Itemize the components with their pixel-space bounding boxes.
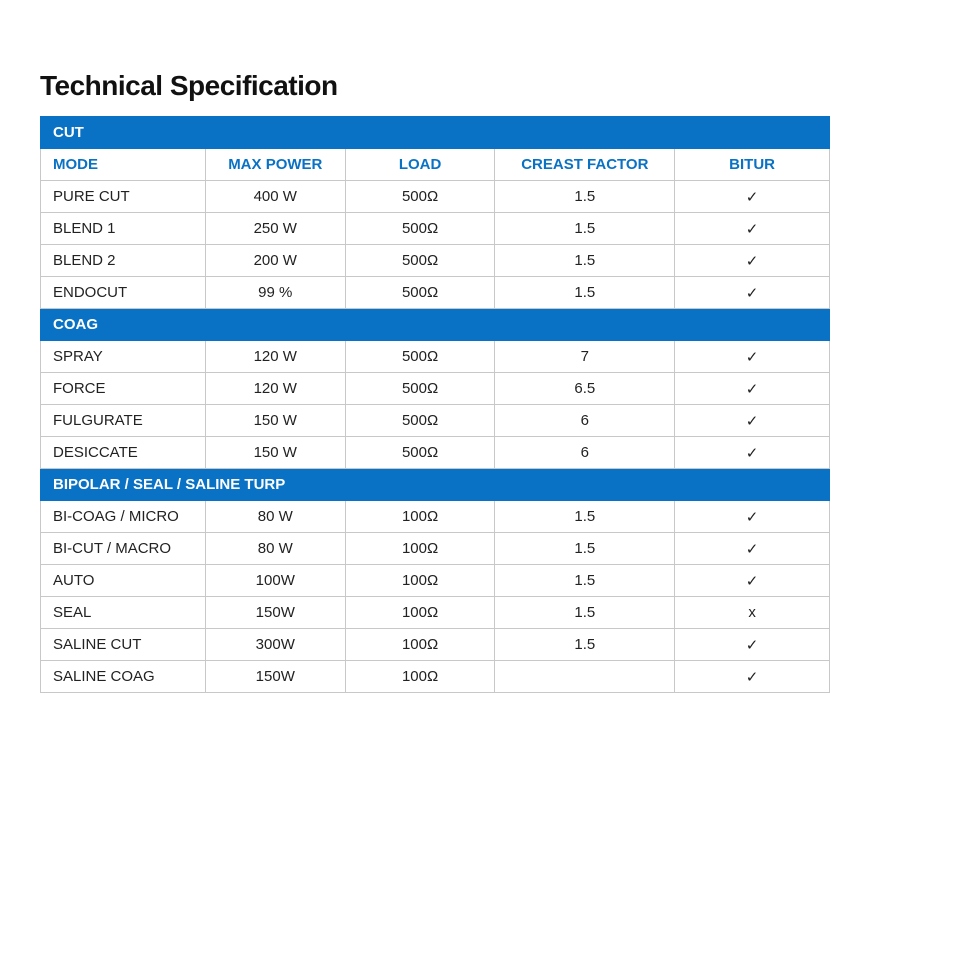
- table-row: FULGURATE150 W500Ω6✓: [41, 405, 830, 437]
- cell-bitur: ✓: [675, 661, 830, 693]
- col-header-creast_factor: CREAST FACTOR: [495, 149, 675, 181]
- cell-load: 500Ω: [345, 437, 495, 469]
- table-row: AUTO100W100Ω1.5✓: [41, 565, 830, 597]
- cell-creast_factor: 1.5: [495, 501, 675, 533]
- cell-creast_factor: 6.5: [495, 373, 675, 405]
- cell-max_power: 120 W: [205, 341, 345, 373]
- cell-load: 100Ω: [345, 565, 495, 597]
- cell-max_power: 100W: [205, 565, 345, 597]
- cell-bitur: ✓: [675, 373, 830, 405]
- cell-mode: BLEND 1: [41, 213, 206, 245]
- spec-table: CUTMODEMAX POWERLOADCREAST FACTORBITURPU…: [40, 116, 830, 693]
- cell-load: 100Ω: [345, 533, 495, 565]
- cell-max_power: 99 %: [205, 277, 345, 309]
- cell-creast_factor: [495, 661, 675, 693]
- cell-bitur: ✓: [675, 501, 830, 533]
- cell-bitur: ✓: [675, 565, 830, 597]
- cell-mode: FORCE: [41, 373, 206, 405]
- cell-bitur: ✓: [675, 533, 830, 565]
- section-header-label: CUT: [41, 117, 830, 149]
- cell-mode: AUTO: [41, 565, 206, 597]
- cell-creast_factor: 1.5: [495, 629, 675, 661]
- cell-load: 500Ω: [345, 245, 495, 277]
- table-row: BI-CUT / MACRO80 W100Ω1.5✓: [41, 533, 830, 565]
- table-row: PURE CUT400 W500Ω1.5✓: [41, 181, 830, 213]
- cell-creast_factor: 1.5: [495, 533, 675, 565]
- section-header: COAG: [41, 309, 830, 341]
- cell-bitur: x: [675, 597, 830, 629]
- cell-load: 500Ω: [345, 341, 495, 373]
- cell-load: 100Ω: [345, 629, 495, 661]
- cell-mode: DESICCATE: [41, 437, 206, 469]
- cell-mode: BLEND 2: [41, 245, 206, 277]
- cell-load: 500Ω: [345, 213, 495, 245]
- cell-creast_factor: 1.5: [495, 213, 675, 245]
- table-row: SALINE CUT300W100Ω1.5✓: [41, 629, 830, 661]
- table-row: FORCE120 W500Ω6.5✓: [41, 373, 830, 405]
- table-row: SPRAY120 W500Ω7✓: [41, 341, 830, 373]
- cell-load: 500Ω: [345, 373, 495, 405]
- cell-max_power: 150W: [205, 661, 345, 693]
- section-header: CUT: [41, 117, 830, 149]
- cell-mode: ENDOCUT: [41, 277, 206, 309]
- cell-creast_factor: 6: [495, 437, 675, 469]
- cell-bitur: ✓: [675, 181, 830, 213]
- cell-max_power: 400 W: [205, 181, 345, 213]
- cell-creast_factor: 1.5: [495, 245, 675, 277]
- cell-max_power: 80 W: [205, 501, 345, 533]
- cell-mode: BI-COAG / MICRO: [41, 501, 206, 533]
- cell-mode: PURE CUT: [41, 181, 206, 213]
- cell-mode: SPRAY: [41, 341, 206, 373]
- table-row: BLEND 2200 W500Ω1.5✓: [41, 245, 830, 277]
- table-row: BLEND 1250 W500Ω1.5✓: [41, 213, 830, 245]
- cell-creast_factor: 6: [495, 405, 675, 437]
- cell-max_power: 250 W: [205, 213, 345, 245]
- table-row: BI-COAG / MICRO80 W100Ω1.5✓: [41, 501, 830, 533]
- column-headers: MODEMAX POWERLOADCREAST FACTORBITUR: [41, 149, 830, 181]
- cell-mode: SALINE CUT: [41, 629, 206, 661]
- cell-mode: SALINE COAG: [41, 661, 206, 693]
- cell-bitur: ✓: [675, 629, 830, 661]
- cell-load: 500Ω: [345, 181, 495, 213]
- cell-creast_factor: 1.5: [495, 597, 675, 629]
- section-header: BIPOLAR / SEAL / SALINE TURP: [41, 469, 830, 501]
- cell-creast_factor: 1.5: [495, 181, 675, 213]
- col-header-mode: MODE: [41, 149, 206, 181]
- cell-creast_factor: 1.5: [495, 277, 675, 309]
- cell-creast_factor: 1.5: [495, 565, 675, 597]
- cell-max_power: 150 W: [205, 437, 345, 469]
- table-row: DESICCATE150 W500Ω6✓: [41, 437, 830, 469]
- cell-bitur: ✓: [675, 277, 830, 309]
- cell-load: 100Ω: [345, 661, 495, 693]
- cell-bitur: ✓: [675, 405, 830, 437]
- page-title: Technical Specification: [40, 70, 920, 102]
- cell-creast_factor: 7: [495, 341, 675, 373]
- section-header-label: COAG: [41, 309, 830, 341]
- cell-max_power: 150W: [205, 597, 345, 629]
- cell-mode: BI-CUT / MACRO: [41, 533, 206, 565]
- table-row: SALINE COAG150W100Ω ✓: [41, 661, 830, 693]
- cell-max_power: 80 W: [205, 533, 345, 565]
- cell-bitur: ✓: [675, 245, 830, 277]
- col-header-max_power: MAX POWER: [205, 149, 345, 181]
- cell-max_power: 120 W: [205, 373, 345, 405]
- cell-bitur: ✓: [675, 213, 830, 245]
- cell-load: 500Ω: [345, 405, 495, 437]
- cell-load: 500Ω: [345, 277, 495, 309]
- cell-max_power: 150 W: [205, 405, 345, 437]
- cell-bitur: ✓: [675, 437, 830, 469]
- cell-load: 100Ω: [345, 597, 495, 629]
- cell-max_power: 200 W: [205, 245, 345, 277]
- cell-bitur: ✓: [675, 341, 830, 373]
- col-header-bitur: BITUR: [675, 149, 830, 181]
- col-header-load: LOAD: [345, 149, 495, 181]
- cell-load: 100Ω: [345, 501, 495, 533]
- section-header-label: BIPOLAR / SEAL / SALINE TURP: [41, 469, 830, 501]
- table-row: SEAL150W100Ω1.5x: [41, 597, 830, 629]
- cell-mode: FULGURATE: [41, 405, 206, 437]
- cell-mode: SEAL: [41, 597, 206, 629]
- table-row: ENDOCUT99 %500Ω1.5✓: [41, 277, 830, 309]
- cell-max_power: 300W: [205, 629, 345, 661]
